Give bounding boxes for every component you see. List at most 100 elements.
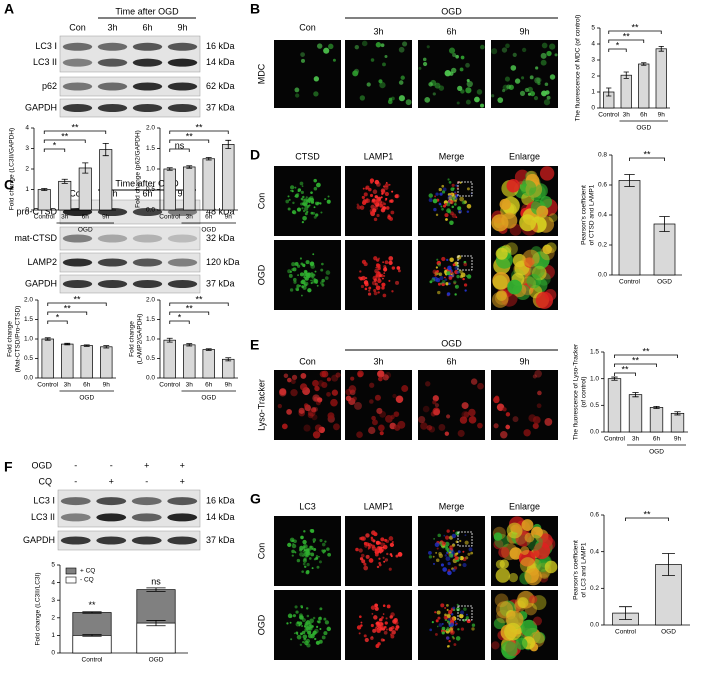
- cell: [466, 80, 473, 88]
- cell: [543, 99, 551, 106]
- y-tick-label: 3: [51, 597, 55, 604]
- cell: [435, 277, 441, 283]
- cell: [433, 408, 440, 416]
- cell: [300, 632, 303, 636]
- cell: [434, 611, 437, 614]
- cell: [528, 595, 538, 604]
- cell: [291, 374, 298, 381]
- y-tick-label: 0.4: [598, 212, 607, 219]
- cell: [313, 206, 316, 209]
- cell: [506, 179, 520, 193]
- y-tick-label: 1.0: [146, 336, 155, 343]
- cell: [418, 415, 426, 424]
- cell: [436, 625, 439, 628]
- cell: [450, 612, 454, 616]
- y-axis-label: The fluorescence of Lyso-Tracker: [573, 343, 580, 440]
- cell: [441, 631, 445, 635]
- cell: [303, 198, 308, 203]
- cell: [385, 539, 390, 544]
- cell: [388, 567, 392, 571]
- cell: [309, 618, 314, 624]
- cell: [290, 379, 296, 385]
- cell: [454, 192, 457, 195]
- cell: [361, 276, 366, 281]
- cell: [383, 267, 388, 272]
- cell: [319, 538, 323, 543]
- cell: [451, 533, 457, 539]
- cell: [313, 76, 320, 82]
- row-label: Con: [256, 193, 266, 210]
- cell: [370, 538, 374, 542]
- cell: [466, 203, 472, 209]
- blot-band: [60, 536, 91, 545]
- cell: [290, 638, 293, 641]
- cell: [384, 260, 389, 265]
- cell: [317, 620, 321, 624]
- cell: [302, 209, 306, 213]
- cell: [446, 529, 450, 533]
- cell: [493, 539, 504, 550]
- significance-label: **: [73, 294, 81, 304]
- cell: [303, 203, 308, 207]
- cell: [314, 385, 320, 392]
- cell: [295, 631, 299, 635]
- y-tick-label: 0.8: [598, 152, 607, 159]
- cell: [378, 424, 385, 432]
- blot-band: [167, 42, 198, 51]
- cell: [527, 92, 531, 96]
- y-axis-label: Fold change: [129, 321, 136, 357]
- blot-band: [96, 536, 127, 545]
- cell: [277, 403, 283, 409]
- cell: [316, 284, 319, 287]
- cell: [365, 554, 370, 559]
- significance-bracket: [169, 139, 210, 143]
- cell: [398, 95, 405, 102]
- blot-band: [167, 258, 198, 267]
- cell: [299, 615, 304, 620]
- cell: [418, 66, 422, 70]
- cell: [300, 604, 304, 608]
- cell: [309, 557, 312, 560]
- y-axis-label: Pearson's coefficient: [581, 185, 588, 245]
- x-tick-label: Control: [37, 382, 59, 389]
- y-tick-label: 2.0: [146, 125, 155, 132]
- y-tick-label: 0.2: [598, 242, 607, 249]
- cell: [495, 568, 511, 583]
- cell: [328, 43, 334, 50]
- column-label: Enlarge: [509, 151, 540, 161]
- y-tick-label: 0.0: [590, 622, 599, 629]
- cell: [505, 412, 511, 417]
- cell: [447, 569, 451, 572]
- condition-sign: +: [180, 476, 185, 486]
- cell: [291, 189, 294, 193]
- cell: [537, 390, 542, 396]
- cell: [373, 288, 377, 293]
- error-bar: [624, 174, 635, 187]
- condition-sign: -: [74, 460, 77, 470]
- cell: [380, 207, 386, 213]
- bar: [183, 166, 196, 211]
- cell: [457, 628, 460, 631]
- legend-swatch: [65, 576, 77, 584]
- cell: [458, 211, 461, 214]
- y-tick-label: 1: [51, 632, 55, 639]
- lane-label: 6h: [446, 26, 456, 36]
- cell: [384, 621, 388, 625]
- cell: [468, 415, 477, 424]
- cell: [309, 529, 313, 533]
- cell: [298, 407, 305, 414]
- cell: [302, 263, 306, 267]
- cell: [499, 198, 511, 211]
- condition-sign: -: [74, 476, 77, 486]
- cell: [384, 185, 389, 191]
- cell: [379, 203, 383, 208]
- bar: [99, 149, 113, 211]
- cell: [303, 424, 311, 432]
- cell: [452, 568, 456, 572]
- blot-band: [167, 58, 198, 67]
- legend-label: - CQ: [80, 577, 94, 584]
- error-bar: [146, 587, 166, 592]
- cell: [295, 610, 299, 614]
- cell: [380, 196, 383, 199]
- cell: [378, 557, 381, 560]
